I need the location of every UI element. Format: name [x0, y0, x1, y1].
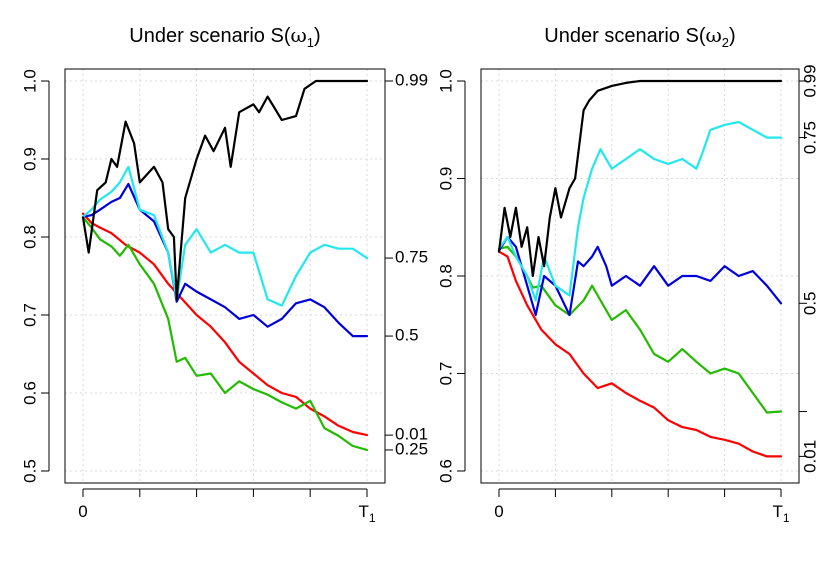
plot-frame [64, 68, 386, 484]
right-tick-label: 0.99 [395, 70, 428, 89]
plot-frame [480, 68, 800, 484]
chart-title-2: Under scenario S(ω2) [544, 23, 735, 50]
y-tick-label: 0.8 [20, 225, 39, 249]
x-tick-label: 0 [494, 502, 503, 521]
y-tick-label: 0.5 [20, 459, 39, 483]
series-line-0.99 [81, 79, 369, 301]
series-line-0.75 [497, 120, 783, 302]
series-line-0.99 [497, 79, 783, 278]
y-tick-label: 1.0 [436, 69, 455, 93]
series-line-0.5 [81, 182, 369, 338]
x-tick-label: T1 [358, 502, 375, 525]
series-line-0.25 [497, 245, 783, 414]
y-tick-label: 0.9 [436, 167, 455, 191]
x-tick-label: T1 [772, 502, 789, 525]
right-tick-label: 0.75 [395, 248, 428, 267]
y-tick-label: 0.7 [20, 303, 39, 327]
y-tick-label: 0.8 [436, 264, 455, 288]
right-tick-label: 0.5 [800, 291, 819, 315]
right-tick-label: 0.75 [800, 121, 819, 154]
series-line-0.5 [497, 235, 783, 317]
right-tick-label: 0.01 [395, 425, 428, 444]
y-tick-label: 0.7 [436, 362, 455, 386]
y-tick-label: 1.0 [20, 69, 39, 93]
right-tick-label: 0.5 [395, 326, 419, 345]
x-tick-label: 0 [78, 502, 87, 521]
y-tick-label: 0.6 [436, 459, 455, 483]
right-tick-label: 0.99 [800, 64, 819, 97]
chart-title-1: Under scenario S(ω1) [129, 23, 320, 50]
panel-scenario-1: Under scenario S(ω1) 0.5 0.6 0.7 0.8 0.9 1.0 0… [20, 23, 428, 525]
right-tick-label: 0.25 [395, 439, 428, 458]
series-line-0.25 [81, 216, 369, 451]
series-line-0.75 [81, 165, 369, 307]
y-tick-label: 0.6 [20, 381, 39, 405]
right-tick-label: 0.01 [800, 440, 819, 473]
series-line-0.01 [497, 250, 783, 458]
y-tick-label: 0.9 [20, 147, 39, 171]
panel-scenario-2: Under scenario S(ω2) 0.6 0.7 0.8 0.9 1.0 0 T1 0… [436, 23, 819, 525]
